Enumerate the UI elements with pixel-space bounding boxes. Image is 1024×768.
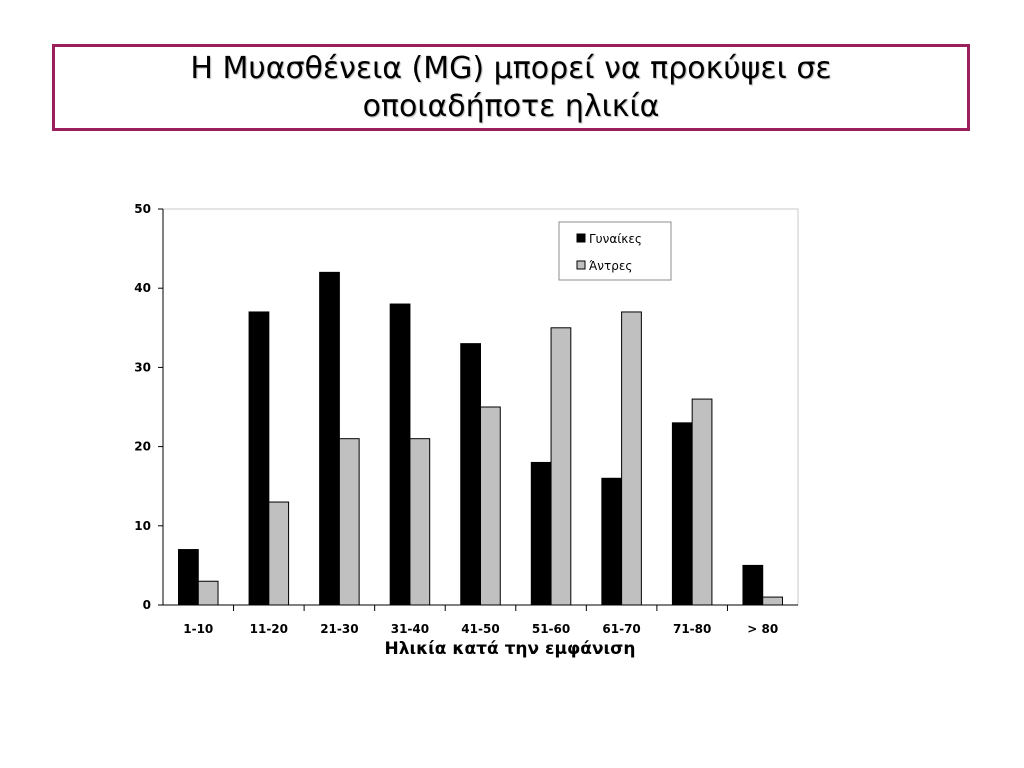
bar-women	[460, 343, 482, 606]
x-axis-label: Ηλικία κατά την εμφάνιση	[384, 639, 635, 659]
bar-women	[248, 311, 270, 606]
bar-men	[197, 580, 219, 606]
legend-swatch-men	[576, 260, 586, 270]
bar-women	[389, 303, 411, 606]
y-tick-label: 50	[134, 202, 151, 216]
x-tick-label: 51-60	[532, 622, 570, 636]
bar-women	[601, 477, 623, 606]
bar-men	[691, 398, 713, 606]
legend-label-women: Γυναίκες	[589, 232, 642, 246]
slide-title-line-2: οποιαδήποτε ηλικία	[362, 88, 660, 124]
legend-label-men: Άντρες	[589, 259, 632, 273]
bar-women	[178, 549, 199, 606]
bar-men	[338, 438, 360, 606]
legend-box	[558, 221, 672, 281]
bar-women	[671, 422, 693, 606]
bar-men	[550, 327, 572, 606]
x-tick-label: > 80	[747, 622, 778, 636]
bar-women	[319, 271, 340, 606]
bar-men	[409, 438, 431, 606]
bar-women	[530, 461, 552, 606]
y-tick-label: 10	[134, 519, 151, 533]
x-tick-label: 21-30	[320, 622, 358, 636]
slide-title-line-1: Η Μυασθένεια (MG) μπορεί να προκύψει σε	[190, 50, 832, 86]
x-tick-label: 31-40	[391, 622, 429, 636]
x-tick-label: 41-50	[461, 622, 499, 636]
bar-men	[621, 311, 642, 606]
y-tick-label: 30	[134, 360, 151, 374]
x-tick-label: 61-70	[602, 622, 640, 636]
bar-men	[762, 596, 783, 606]
legend-swatch-women	[576, 233, 586, 243]
slide-title-box: Η Μυασθένεια (MG) μπορεί να προκύψει σε …	[52, 44, 970, 131]
x-tick-label: 11-20	[250, 622, 288, 636]
y-tick-label: 0	[143, 598, 151, 612]
x-tick-label: 71-80	[673, 622, 711, 636]
slide-title: Η Μυασθένεια (MG) μπορεί να προκύψει σε …	[190, 50, 831, 126]
y-tick-label: 40	[134, 281, 151, 295]
bar-women	[742, 564, 764, 606]
bar-men	[480, 406, 501, 606]
y-tick-label: 20	[134, 440, 151, 454]
x-tick-label: 1-10	[183, 622, 213, 636]
bar-men	[268, 501, 290, 606]
